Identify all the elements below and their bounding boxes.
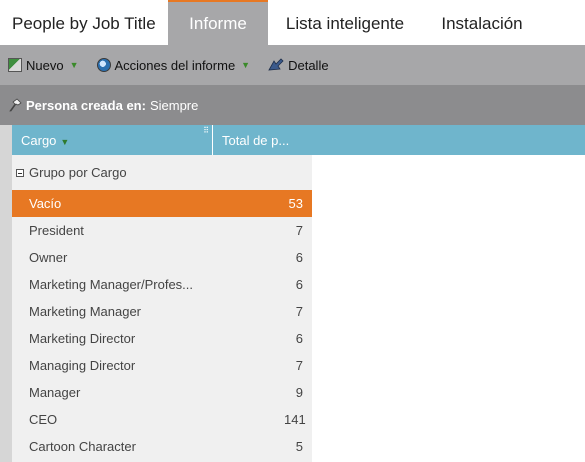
left-gutter <box>0 125 12 462</box>
collapse-minus-icon[interactable] <box>16 168 24 177</box>
detail-drill-icon <box>268 58 284 72</box>
cell-cargo: Cartoon Character <box>29 439 136 454</box>
cell-cargo: Managing Director <box>29 358 136 373</box>
new-button[interactable]: Nuevo ▼ <box>8 58 79 73</box>
detail-button-label: Detalle <box>288 57 329 73</box>
tab-instalacion[interactable]: Instalación <box>441 14 523 33</box>
filter-label: Persona creada en: <box>26 97 146 113</box>
column-header-total-label: Total de p... <box>222 133 290 148</box>
table-row[interactable]: Manager 9 <box>12 379 312 406</box>
table-row[interactable]: Owner 6 <box>12 244 312 271</box>
table-row[interactable]: Managing Director 7 <box>12 352 312 379</box>
filter-bar[interactable]: Persona creada en: Siempre <box>0 85 585 125</box>
cell-total: 9 <box>295 385 303 400</box>
column-header-cargo[interactable]: Cargo ▼ ⠿ <box>12 125 213 155</box>
cell-total: 53 <box>288 196 303 211</box>
table-row[interactable]: Marketing Manager 7 <box>12 298 312 325</box>
table-row[interactable]: CEO 141 <box>12 406 312 433</box>
table-row[interactable]: Marketing Manager/Profes... 6 <box>12 271 312 298</box>
cell-total: 7 <box>295 358 303 373</box>
cell-total: 7 <box>295 223 303 238</box>
chevron-down-icon: ▼ <box>60 137 70 147</box>
cell-cargo: Marketing Manager/Profes... <box>29 277 194 292</box>
tab-informe[interactable]: Informe <box>168 0 268 45</box>
grid-header-extension <box>312 125 585 155</box>
chevron-down-icon: ▼ <box>241 60 251 70</box>
cell-total: 6 <box>295 277 303 292</box>
cell-total: 7 <box>295 304 303 319</box>
cell-total: 6 <box>295 250 303 265</box>
cell-cargo: Vacío <box>29 196 62 211</box>
cell-cargo: President <box>29 223 84 238</box>
table-row[interactable]: President 7 <box>12 217 312 244</box>
table-row[interactable]: Cartoon Character 5 <box>12 433 312 460</box>
group-label: Grupo por Cargo <box>29 165 127 180</box>
group-row: Grupo por Cargo <box>12 155 312 190</box>
tab-bar: People by Job Title Informe Lista inteli… <box>0 0 585 45</box>
cell-cargo: CEO <box>29 412 58 427</box>
filter-value[interactable]: Siempre <box>149 97 199 113</box>
new-button-label: Nuevo <box>26 57 64 73</box>
new-report-icon <box>8 58 22 72</box>
report-actions-label: Acciones del informe <box>114 57 236 73</box>
tab-people-by-job-title[interactable]: People by Job Title <box>12 14 156 33</box>
tab-lista-inteligente[interactable]: Lista inteligente <box>285 14 405 33</box>
cell-cargo: Manager <box>29 385 81 400</box>
empty-detail-area <box>312 125 585 462</box>
column-header-cargo-label: Cargo <box>21 133 57 148</box>
cell-cargo: Marketing Director <box>29 331 136 346</box>
filter-pin-icon <box>8 98 22 112</box>
cell-total: 141 <box>284 412 306 427</box>
column-header-total[interactable]: Total de p... <box>213 125 312 155</box>
report-grid: Cargo ▼ ⠿ Total de p... Grupo por Cargo V… <box>12 125 312 462</box>
cell-cargo: Owner <box>29 250 68 265</box>
cell-total: 6 <box>295 331 303 346</box>
cell-cargo: Marketing Manager <box>29 304 141 319</box>
cell-total: 5 <box>295 439 303 454</box>
column-resize-grip-icon[interactable]: ⠿ <box>203 126 209 135</box>
grid-header: Cargo ▼ ⠿ Total de p... <box>12 125 312 155</box>
table-row[interactable]: Vacío 53 <box>12 190 312 217</box>
report-toolbar: Nuevo ▼ Acciones del informe ▼ Detalle <box>0 45 585 85</box>
table-row[interactable]: Marketing Director 6 <box>12 325 312 352</box>
chevron-down-icon: ▼ <box>69 60 79 70</box>
report-actions-icon <box>96 58 111 72</box>
report-actions-button[interactable]: Acciones del informe ▼ <box>96 57 251 73</box>
detail-button[interactable]: Detalle <box>268 57 329 73</box>
